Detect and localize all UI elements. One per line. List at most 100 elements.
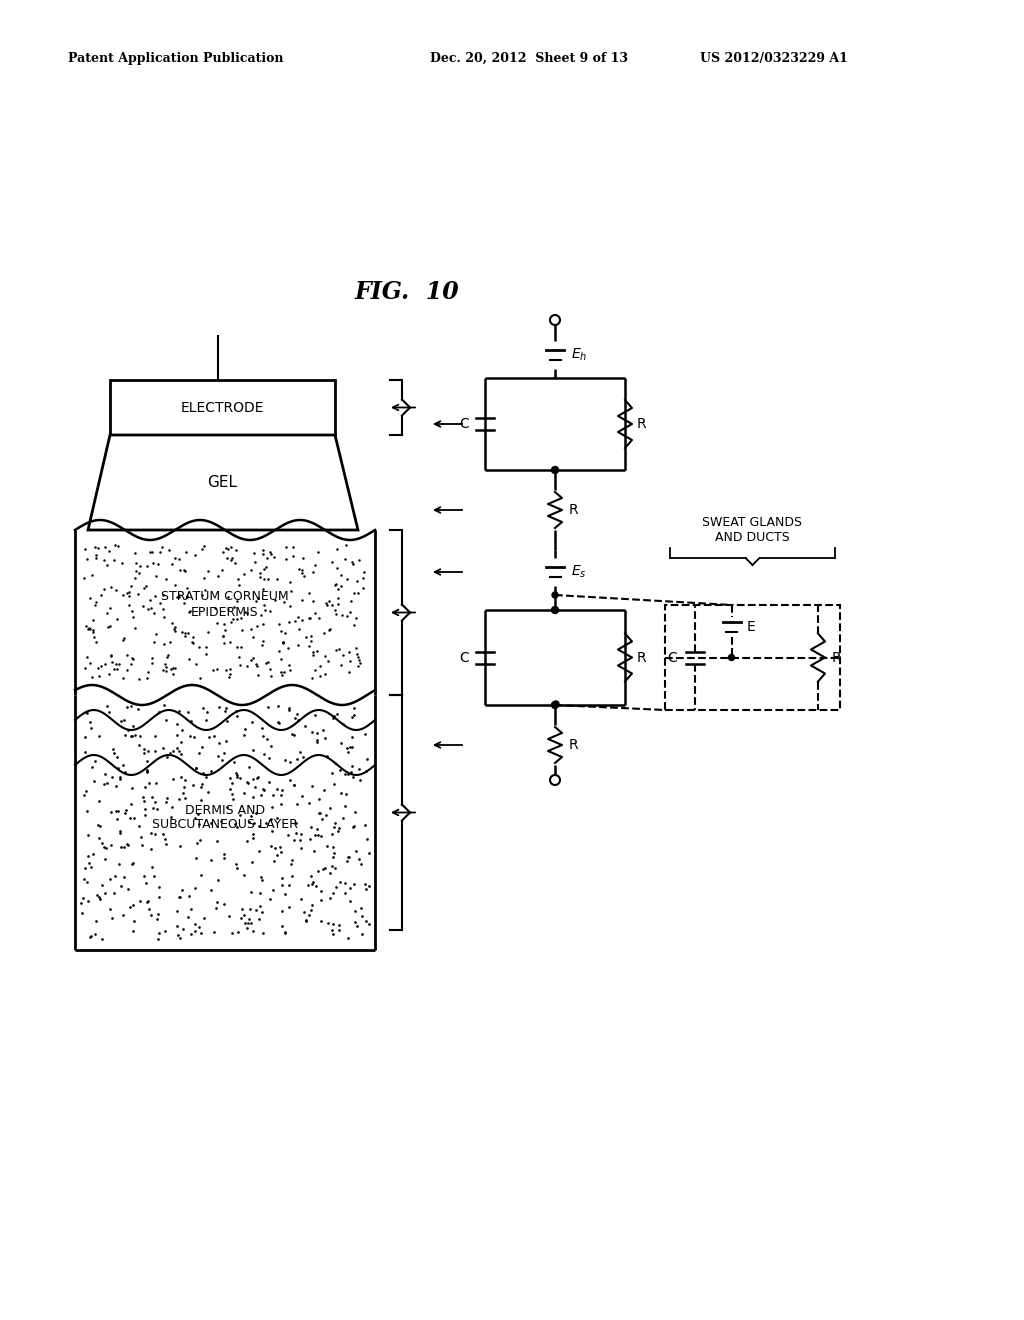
Point <box>209 659 225 680</box>
Point <box>108 776 124 797</box>
Point <box>337 796 353 817</box>
Point <box>173 767 189 788</box>
Point <box>294 560 310 581</box>
Point <box>156 694 172 715</box>
Point <box>169 738 185 759</box>
Point <box>81 853 97 874</box>
Point <box>176 560 193 581</box>
Point <box>241 908 257 929</box>
Point <box>102 834 119 855</box>
Point <box>152 701 168 722</box>
Point <box>247 776 263 797</box>
Point <box>172 836 188 857</box>
Point <box>349 647 366 668</box>
Point <box>342 651 358 672</box>
Point <box>164 741 180 762</box>
Point <box>230 568 247 589</box>
Point <box>325 882 341 903</box>
Point <box>224 783 241 804</box>
Point <box>98 554 115 576</box>
Point <box>329 558 345 579</box>
Point <box>158 656 174 677</box>
Point <box>105 659 122 680</box>
Point <box>291 619 307 640</box>
Point <box>216 632 232 653</box>
Point <box>96 837 113 858</box>
Point <box>171 585 187 606</box>
Point <box>113 768 129 789</box>
Point <box>347 841 364 862</box>
Point <box>269 568 286 589</box>
Point <box>259 729 275 750</box>
Point <box>125 715 141 737</box>
Point <box>251 909 267 931</box>
Point <box>188 653 205 675</box>
Point <box>325 913 341 935</box>
Point <box>133 826 150 847</box>
Point <box>101 541 118 562</box>
Point <box>352 652 369 673</box>
Point <box>80 845 96 866</box>
Point <box>130 668 146 689</box>
Point <box>81 616 97 638</box>
Point <box>84 756 100 777</box>
Point <box>272 793 289 814</box>
Point <box>278 536 294 557</box>
Point <box>228 858 245 879</box>
Point <box>310 861 327 882</box>
Point <box>344 727 360 748</box>
Point <box>94 832 111 853</box>
Point <box>261 747 278 768</box>
Point <box>273 784 290 805</box>
Point <box>138 668 155 689</box>
Circle shape <box>552 466 558 474</box>
Point <box>207 898 223 919</box>
Point <box>345 705 361 726</box>
Point <box>119 660 135 681</box>
Point <box>138 762 155 783</box>
Point <box>356 561 373 582</box>
Point <box>119 644 135 665</box>
Point <box>183 924 200 945</box>
Point <box>327 752 343 774</box>
Point <box>181 601 198 622</box>
Point <box>297 715 313 737</box>
Point <box>161 644 177 665</box>
Point <box>339 606 355 627</box>
Point <box>111 854 127 875</box>
Point <box>330 539 346 560</box>
Text: SWEAT GLANDS
AND DUCTS: SWEAT GLANDS AND DUCTS <box>702 516 803 544</box>
Point <box>203 812 219 833</box>
Point <box>253 866 269 887</box>
Point <box>78 702 94 723</box>
Point <box>110 758 126 779</box>
Point <box>321 590 337 611</box>
Point <box>131 814 147 836</box>
Point <box>313 880 330 902</box>
Point <box>82 927 98 948</box>
Point <box>171 741 187 762</box>
Point <box>96 578 113 599</box>
Point <box>274 915 291 936</box>
Point <box>278 921 294 942</box>
Point <box>187 758 204 779</box>
Point <box>120 834 136 855</box>
Point <box>165 657 181 678</box>
Point <box>324 552 340 573</box>
Point <box>316 857 333 878</box>
Point <box>116 627 132 648</box>
Point <box>123 576 139 597</box>
Point <box>254 612 270 634</box>
Point <box>303 631 319 652</box>
Point <box>181 886 198 907</box>
Point <box>333 565 349 586</box>
Point <box>308 818 325 840</box>
Point <box>325 924 341 945</box>
Point <box>327 574 343 595</box>
Point <box>180 701 197 722</box>
Point <box>83 857 99 878</box>
Point <box>98 772 115 793</box>
Point <box>343 590 359 611</box>
Point <box>287 708 303 729</box>
Point <box>116 709 132 730</box>
